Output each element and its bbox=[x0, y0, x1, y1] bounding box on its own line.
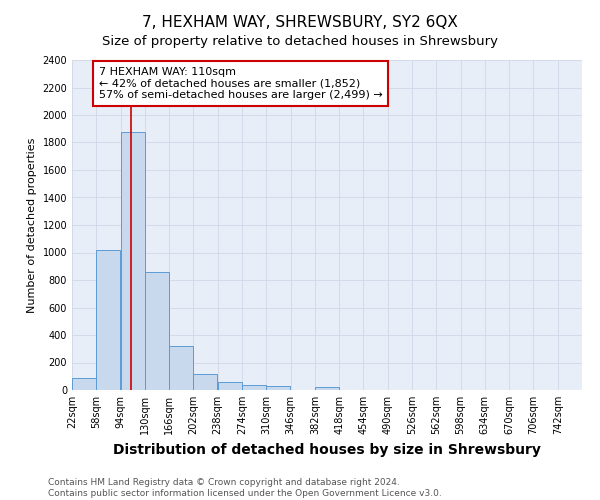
Text: Size of property relative to detached houses in Shrewsbury: Size of property relative to detached ho… bbox=[102, 35, 498, 48]
Bar bbox=[96, 250, 120, 390]
Text: Contains HM Land Registry data © Crown copyright and database right 2024.
Contai: Contains HM Land Registry data © Crown c… bbox=[48, 478, 442, 498]
Bar bbox=[218, 382, 242, 390]
Bar bbox=[193, 374, 217, 390]
Bar bbox=[242, 384, 266, 390]
X-axis label: Distribution of detached houses by size in Shrewsbury: Distribution of detached houses by size … bbox=[113, 442, 541, 456]
Bar bbox=[169, 346, 193, 390]
Bar bbox=[72, 378, 96, 390]
Text: 7 HEXHAM WAY: 110sqm
← 42% of detached houses are smaller (1,852)
57% of semi-de: 7 HEXHAM WAY: 110sqm ← 42% of detached h… bbox=[99, 67, 383, 100]
Y-axis label: Number of detached properties: Number of detached properties bbox=[27, 138, 37, 312]
Text: 7, HEXHAM WAY, SHREWSBURY, SY2 6QX: 7, HEXHAM WAY, SHREWSBURY, SY2 6QX bbox=[142, 15, 458, 30]
Bar bbox=[121, 132, 145, 390]
Bar bbox=[315, 387, 339, 390]
Bar bbox=[266, 386, 290, 390]
Bar bbox=[145, 272, 169, 390]
